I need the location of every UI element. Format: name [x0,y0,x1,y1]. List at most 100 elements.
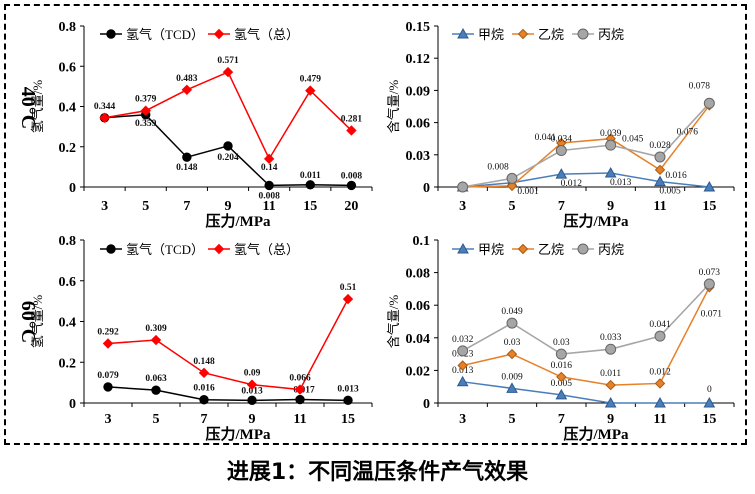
h60-data-label: 0.148 [193,357,215,367]
g60-data-point [457,360,468,371]
h60-x-tick-label: 7 [201,412,208,427]
g60-data-label: 0.032 [452,335,474,345]
h60-y-tick-label: 0.6 [59,275,77,290]
g40-x-tick-label: 9 [607,199,614,214]
g40-x-tick-label: 3 [459,199,466,214]
g40-x-tick-label: 5 [509,199,516,214]
h60-data-label: 0.292 [97,328,119,338]
g60-data-point [605,379,616,391]
g40-data-point [654,164,666,176]
g40-series-line [462,102,710,188]
h60-data-point [295,394,305,405]
g40-data-label: 0.034 [551,135,573,145]
g60-data-label: 0.011 [600,369,621,379]
h60-data-point [246,379,258,390]
g40-data-point [555,145,567,157]
g40-legend-label: 乙烷 [538,27,564,42]
g60-data-label: 0.049 [501,307,523,317]
h40-data-label: 0.344 [94,102,116,112]
g40-data-point [605,139,617,151]
h40-x-tick-label: 5 [142,199,149,214]
g60-x-tick-label: 11 [653,412,666,427]
h60-series-line [107,386,349,402]
g60-x-tick-label: 15 [702,412,716,427]
g40-x-axis-title: 压力/MPa [564,212,629,230]
h60-legend-label: 氢气（总） [234,242,299,257]
g60-series-line [462,286,711,386]
g60-x-tick-label: 9 [607,412,614,427]
h40-y-tick-label: 0.6 [59,60,77,75]
h40-data-label: 0.148 [176,163,198,173]
g60-data-label: 0 [707,385,712,395]
h60-data-label: 0.016 [193,384,215,394]
h40-data-label: 0.483 [176,74,198,84]
h60-data-point [103,382,113,392]
h60-data-point [151,385,161,395]
g60-data-point [703,396,716,408]
h60-x-axis-title: 压力/MPa [206,425,271,443]
g40-y-axis-title: 含气量/% [386,80,401,134]
g60-series-line [462,283,710,355]
g40-legend-label: 甲烷 [478,27,504,42]
g60-data-label: 0.03 [504,338,521,348]
g60-y-tick-label: 0.08 [406,267,431,282]
g60-data-point [456,375,469,387]
h40-row-label: 40°C [17,87,39,129]
g40-y-tick-label: 0 [423,181,430,196]
h40-data-label: 0.204 [217,153,239,163]
h60-data-label: 0.013 [337,384,359,394]
h60-data-point [294,384,306,395]
h40-data-point [346,180,357,191]
g60-data-point [506,382,518,393]
g40-data-point [654,151,666,163]
g60-legend-label: 丙烷 [598,242,624,257]
h60-data-label: 0.066 [289,374,311,384]
g40-x-tick-label: 15 [702,199,716,214]
g60-data-label: 0.041 [649,320,671,330]
g60-data-point [555,348,567,360]
h40-data-label: 0.379 [135,95,157,105]
h60-x-tick-label: 5 [153,412,160,427]
g60-data-point [556,371,567,383]
h60-data-label: 0.079 [97,371,119,381]
h40-data-point [264,180,274,191]
h60-y-tick-label: 0.8 [59,234,77,249]
h60-y-tick-label: 0.4 [59,316,77,331]
h60-legend-label: 氢气（TCD） [126,242,204,257]
g40-data-point [506,180,518,192]
figure-caption: 进展1：不同温压条件产气效果 [226,460,529,485]
h60-y-tick-label: 0 [69,397,76,412]
g40-data-label: 0.005 [659,187,681,197]
g40-legend-marker [577,28,589,40]
h60-y-tick-label: 0.2 [59,356,77,371]
g40-legend-label: 丙烷 [598,27,624,42]
h40-data-point [305,180,315,190]
h40-x-tick-label: 15 [303,199,317,214]
h60-legend-marker [213,243,225,255]
g60-data-label: 0.033 [600,333,622,343]
g40-data-label: 0.016 [665,171,687,181]
h40-legend-marker [106,29,116,39]
h40-data-point [346,125,357,136]
g40-legend-marker [517,28,529,40]
h60-series-line [107,298,349,391]
dashed-frame [4,4,747,445]
h60-data-point [198,367,210,379]
h40-x-tick-label: 9 [225,199,232,214]
g60-legend-label: 甲烷 [478,242,504,257]
g60-data-point [654,396,666,408]
h40-y-tick-label: 0 [69,181,76,196]
g40-data-label: 0.008 [487,162,509,172]
g40-legend-marker [457,27,469,39]
g60-x-axis-title: 压力/MPa [564,425,629,443]
h60-data-point [150,334,162,346]
h40-legend-label: 氢气（TCD） [126,27,204,42]
g60-data-label: 0.03 [553,338,570,348]
h40-data-point [181,84,193,96]
g60-data-label: 0.005 [551,379,573,389]
g60-legend-marker [457,242,469,254]
g40-data-label: 0.041 [535,133,557,143]
g60-x-tick-label: 7 [558,412,565,427]
h40-data-label: 0.571 [217,56,239,66]
g40-y-tick-label: 0.12 [406,52,431,67]
